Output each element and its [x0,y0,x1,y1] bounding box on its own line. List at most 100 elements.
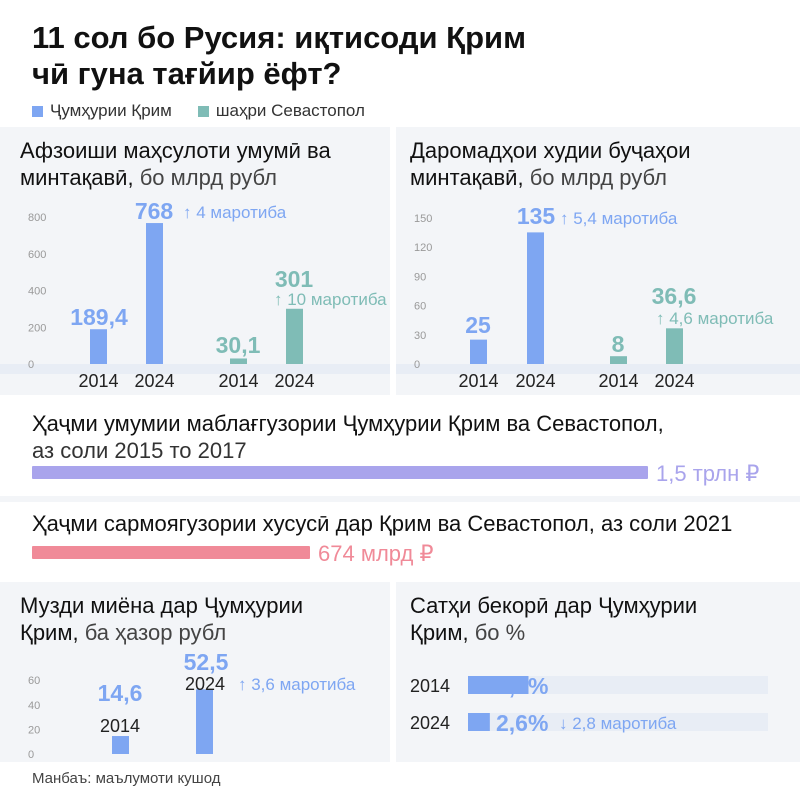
legend-label-sevastopol: шаҳри Севастопол [215,101,365,120]
unemployment-title-unit: бо % [474,620,526,645]
y-tick-label: 0 [414,359,420,371]
grp-title-line2: минтақавӣ, [20,165,134,190]
chart-base-band [396,364,800,374]
y-tick-label: 40 [28,700,40,712]
y-tick-label: 150 [414,213,432,225]
private-investment-bar [32,546,310,559]
unemployment-chart: 2014 7,2% 2024 2,6% ↓ 2,8 маротиба [410,673,768,736]
data-label: 2,6% [496,710,548,736]
budget-title-line2: минтақавӣ, [410,165,524,190]
budget-panel: Даромадҳои худии буҷаҳои минтақавӣ, бо м… [396,127,800,395]
x-tick-label: 2024 [654,371,694,391]
bar-3 [666,328,683,364]
growth-note: ↑ 4,6 маротиба [656,309,774,328]
data-label: 52,5 [184,649,229,675]
y-tick-label: 0 [28,359,34,371]
bar-1 [468,713,490,731]
legend: Ҷумҳурии Қрим шаҳри Севастопол [32,101,365,121]
y-tick-label: 800 [28,212,46,224]
x-tick-label: 2014 [458,371,498,391]
bar-1 [196,689,213,754]
bar-0 [470,339,487,364]
unemployment-title-line2: Қрим, [410,620,469,645]
growth-note: ↑ 4 маротиба [183,203,287,222]
x-tick-label: 2024 [185,674,225,694]
data-label: 36,6 [652,283,697,309]
budget-title: Даромадҳои худии буҷаҳои минтақавӣ, бо м… [410,137,691,191]
salary-title-main: Музди миёна дар Ҷумҳурии [20,593,304,618]
unemployment-title: Сатҳи бекорӣ дар Ҷумҳурии Қрим, бо % [410,592,697,646]
y-category-label: 2014 [410,676,450,696]
salary-panel: Музди миёна дар Ҷумҳурии Қрим, ба ҳазор … [0,582,390,762]
growth-note: ↑ 5,4 маротиба [560,209,678,228]
data-label: 189,4 [70,304,128,330]
track-1 [468,713,768,731]
salary-title-line2: Қрим, [20,620,79,645]
x-tick-label: 2024 [515,371,555,391]
data-label: 30,1 [216,332,261,358]
y-tick-label: 30 [414,330,426,342]
private-investment-title: Ҳаҷми сармоягузории хусусӣ дар Қрим ва С… [32,511,733,536]
bar-1 [527,232,544,364]
y-tick-label: 0 [28,749,34,761]
x-tick-label: 2024 [134,371,174,391]
y-tick-label: 120 [414,242,432,254]
growth-note: ↑ 10 маротиба [274,290,387,309]
grp-title-main: Афзоиши маҳсулоти умумӣ ва [20,138,331,163]
investment-title-line2: аз соли 2015 то 2017 [32,438,247,463]
budget-chart: 0 30 60 90 120 150 2014 25 2024 135 ↑ 5,4 маротиба… [396,203,800,391]
title-line-1: 11 сол бо Русия: иқтисоди Қрим [32,20,527,55]
page-title: 11 сол бо Русия: иқтисоди Қрим чӣ гуна т… [32,20,772,92]
data-label: 14,6 [98,680,143,706]
x-tick-label: 2014 [78,371,118,391]
grp-panel: Афзоиши маҳсулоти умумӣ ва минтақавӣ, бо… [0,127,390,395]
y-tick-label: 400 [28,286,46,298]
data-label: 7,2% [496,673,548,699]
bar-2 [230,358,247,364]
section-divider [0,496,800,502]
growth-note: ↓ 2,8 маротиба [559,714,677,733]
y-tick-label: 60 [28,675,40,687]
track-0 [468,676,768,694]
y-tick-label: 20 [28,724,40,736]
data-label: 135 [517,203,556,229]
bar-3 [286,308,303,364]
budget-title-main: Даромадҳои худии буҷаҳои [410,138,691,163]
data-label: 8 [612,331,625,357]
budget-title-unit: бо млрд рубл [529,165,667,190]
y-tick-label: 90 [414,271,426,283]
investment-title: Ҳаҷми умумии маблағгузории Ҷумҳурии Қрим… [32,410,664,464]
x-tick-label: 2014 [598,371,638,391]
investment-title-main: Ҳаҷми умумии маблағгузории Ҷумҳурии Қрим… [32,411,664,436]
grp-title-unit: бо млрд рубл [139,165,277,190]
private-investment-value-label: 674 млрд ₽ [318,541,434,566]
grp-chart: 0 200 400 600 800 2014 189,4 2024 768 ↑ 4 маротиб… [0,198,390,391]
title-line-2: чӣ гуна тағйир ёфт? [32,56,342,91]
y-tick-label: 200 [28,322,46,334]
chart-base-band [0,364,390,374]
bar-0 [90,329,107,364]
y-tick-label: 600 [28,249,46,261]
unemployment-panel: Сатҳи бекорӣ дар Ҷумҳурии Қрим, бо % 201… [396,582,800,762]
salary-title-unit: ба ҳазор рубл [84,620,227,645]
legend-label-crimea: Ҷумҳурии Қрим [50,101,172,120]
bar-0 [468,676,529,694]
x-tick-label: 2014 [218,371,258,391]
x-tick-label: 2014 [100,716,140,736]
y-category-label: 2024 [410,713,450,733]
data-label: 25 [465,312,491,338]
unemployment-title-main: Сатҳи бекорӣ дар Ҷумҳурии [410,593,698,618]
bar-0 [112,736,129,754]
x-tick-label: 2024 [274,371,314,391]
data-label: 301 [275,266,314,292]
y-tick-label: 60 [414,301,426,313]
bar-2 [610,356,627,364]
salary-title: Музди миёна дар Ҷумҳурии Қрим, ба ҳазор … [20,592,303,646]
legend-swatch-sevastopol [197,105,209,117]
source-note: Манбаъ: маълумоти кушод [32,770,221,787]
legend-swatch-crimea [32,105,43,117]
growth-note: ↑ 3,6 маротиба [238,675,356,694]
grp-title: Афзоиши маҳсулоти умумӣ ва минтақавӣ, бо… [20,137,331,191]
bar-1 [146,223,163,364]
